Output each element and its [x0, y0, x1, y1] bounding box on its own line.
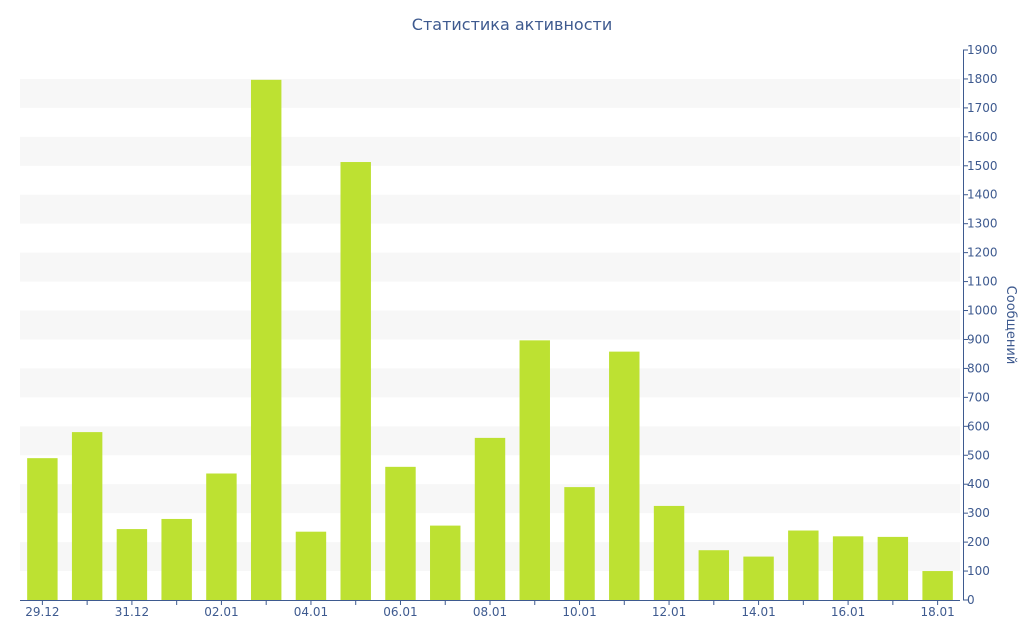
y-tick-label: 1000	[967, 304, 998, 318]
x-tick-label: 08.01	[473, 605, 507, 619]
y-tick-label: 0	[967, 593, 975, 607]
y-tick-label: 1600	[967, 130, 998, 144]
bar-04.01[interactable]	[295, 531, 327, 600]
bar-12.01[interactable]	[653, 505, 685, 600]
bar-29.12[interactable]	[27, 458, 58, 600]
x-axis: 29.12 31.12 02.01 04.01 06.01 08.01 10.01 12.01…	[20, 600, 960, 619]
bar-13.01[interactable]	[698, 550, 730, 600]
x-tick-label: 06.01	[383, 605, 417, 619]
grid-bands	[20, 78, 960, 572]
bar-09.01[interactable]	[519, 340, 550, 600]
y-tick-label: 800	[967, 361, 990, 375]
bar-06.01[interactable]	[385, 466, 416, 600]
y-tick-label: 500	[967, 448, 990, 462]
bar-02.01[interactable]	[206, 473, 237, 601]
y-tick-label: 400	[967, 477, 990, 491]
y-tick-label: 1900	[967, 43, 998, 57]
y-axis-title: Сообщений	[1003, 286, 1018, 365]
x-tick-label: 29.12	[25, 605, 59, 619]
y-tick-label: 700	[967, 390, 990, 404]
y-tick-label: 1400	[967, 188, 998, 202]
grid-band	[20, 194, 960, 224]
bar-03.01[interactable]	[250, 79, 282, 600]
bar-01.01[interactable]	[161, 518, 192, 600]
bars-group	[27, 79, 953, 601]
bar-11.01[interactable]	[609, 351, 640, 600]
x-tick-label: 04.01	[294, 605, 328, 619]
y-axis: 0 100 200 300 400 500 600 700 800 900 1000 1100 1200…	[963, 43, 998, 607]
chart-title: Статистика активности	[411, 15, 613, 34]
bar-30.12[interactable]	[71, 432, 103, 600]
bar-14.01[interactable]	[743, 556, 774, 600]
y-tick-label: 1300	[967, 217, 998, 231]
bar-10.01[interactable]	[564, 487, 595, 600]
grid-band	[20, 136, 960, 166]
bar-05.01[interactable]	[340, 162, 371, 601]
bar-16.01[interactable]	[832, 536, 864, 600]
grid-band	[20, 78, 960, 108]
y-tick-label: 1100	[967, 275, 998, 289]
bar-18.01[interactable]	[922, 571, 953, 600]
x-tick-label: 31.12	[115, 605, 149, 619]
y-tick-label: 200	[967, 535, 990, 549]
y-tick-label: 1500	[967, 159, 998, 173]
bar-17.01[interactable]	[877, 536, 909, 600]
bar-08.01[interactable]	[474, 437, 506, 600]
y-tick-label: 600	[967, 419, 990, 433]
y-tick-label: 900	[967, 332, 990, 346]
bar-07.01[interactable]	[430, 525, 461, 600]
y-tick-label: 1700	[967, 101, 998, 115]
x-tick-label: 12.01	[652, 605, 686, 619]
grid-band	[20, 310, 960, 340]
x-tick-label: 16.01	[831, 605, 865, 619]
x-tick-label: 02.01	[204, 605, 238, 619]
grid-band	[20, 252, 960, 282]
y-tick-label: 300	[967, 506, 990, 520]
x-tick-label: 18.01	[920, 605, 954, 619]
y-tick-label: 1200	[967, 246, 998, 260]
x-tick-label: 14.01	[741, 605, 775, 619]
x-tick-label: 10.01	[562, 605, 596, 619]
grid-band	[20, 368, 960, 398]
bar-31.12[interactable]	[116, 529, 148, 600]
bar-15.01[interactable]	[788, 530, 819, 600]
y-tick-label: 1800	[967, 72, 998, 86]
y-tick-label: 100	[967, 564, 990, 578]
